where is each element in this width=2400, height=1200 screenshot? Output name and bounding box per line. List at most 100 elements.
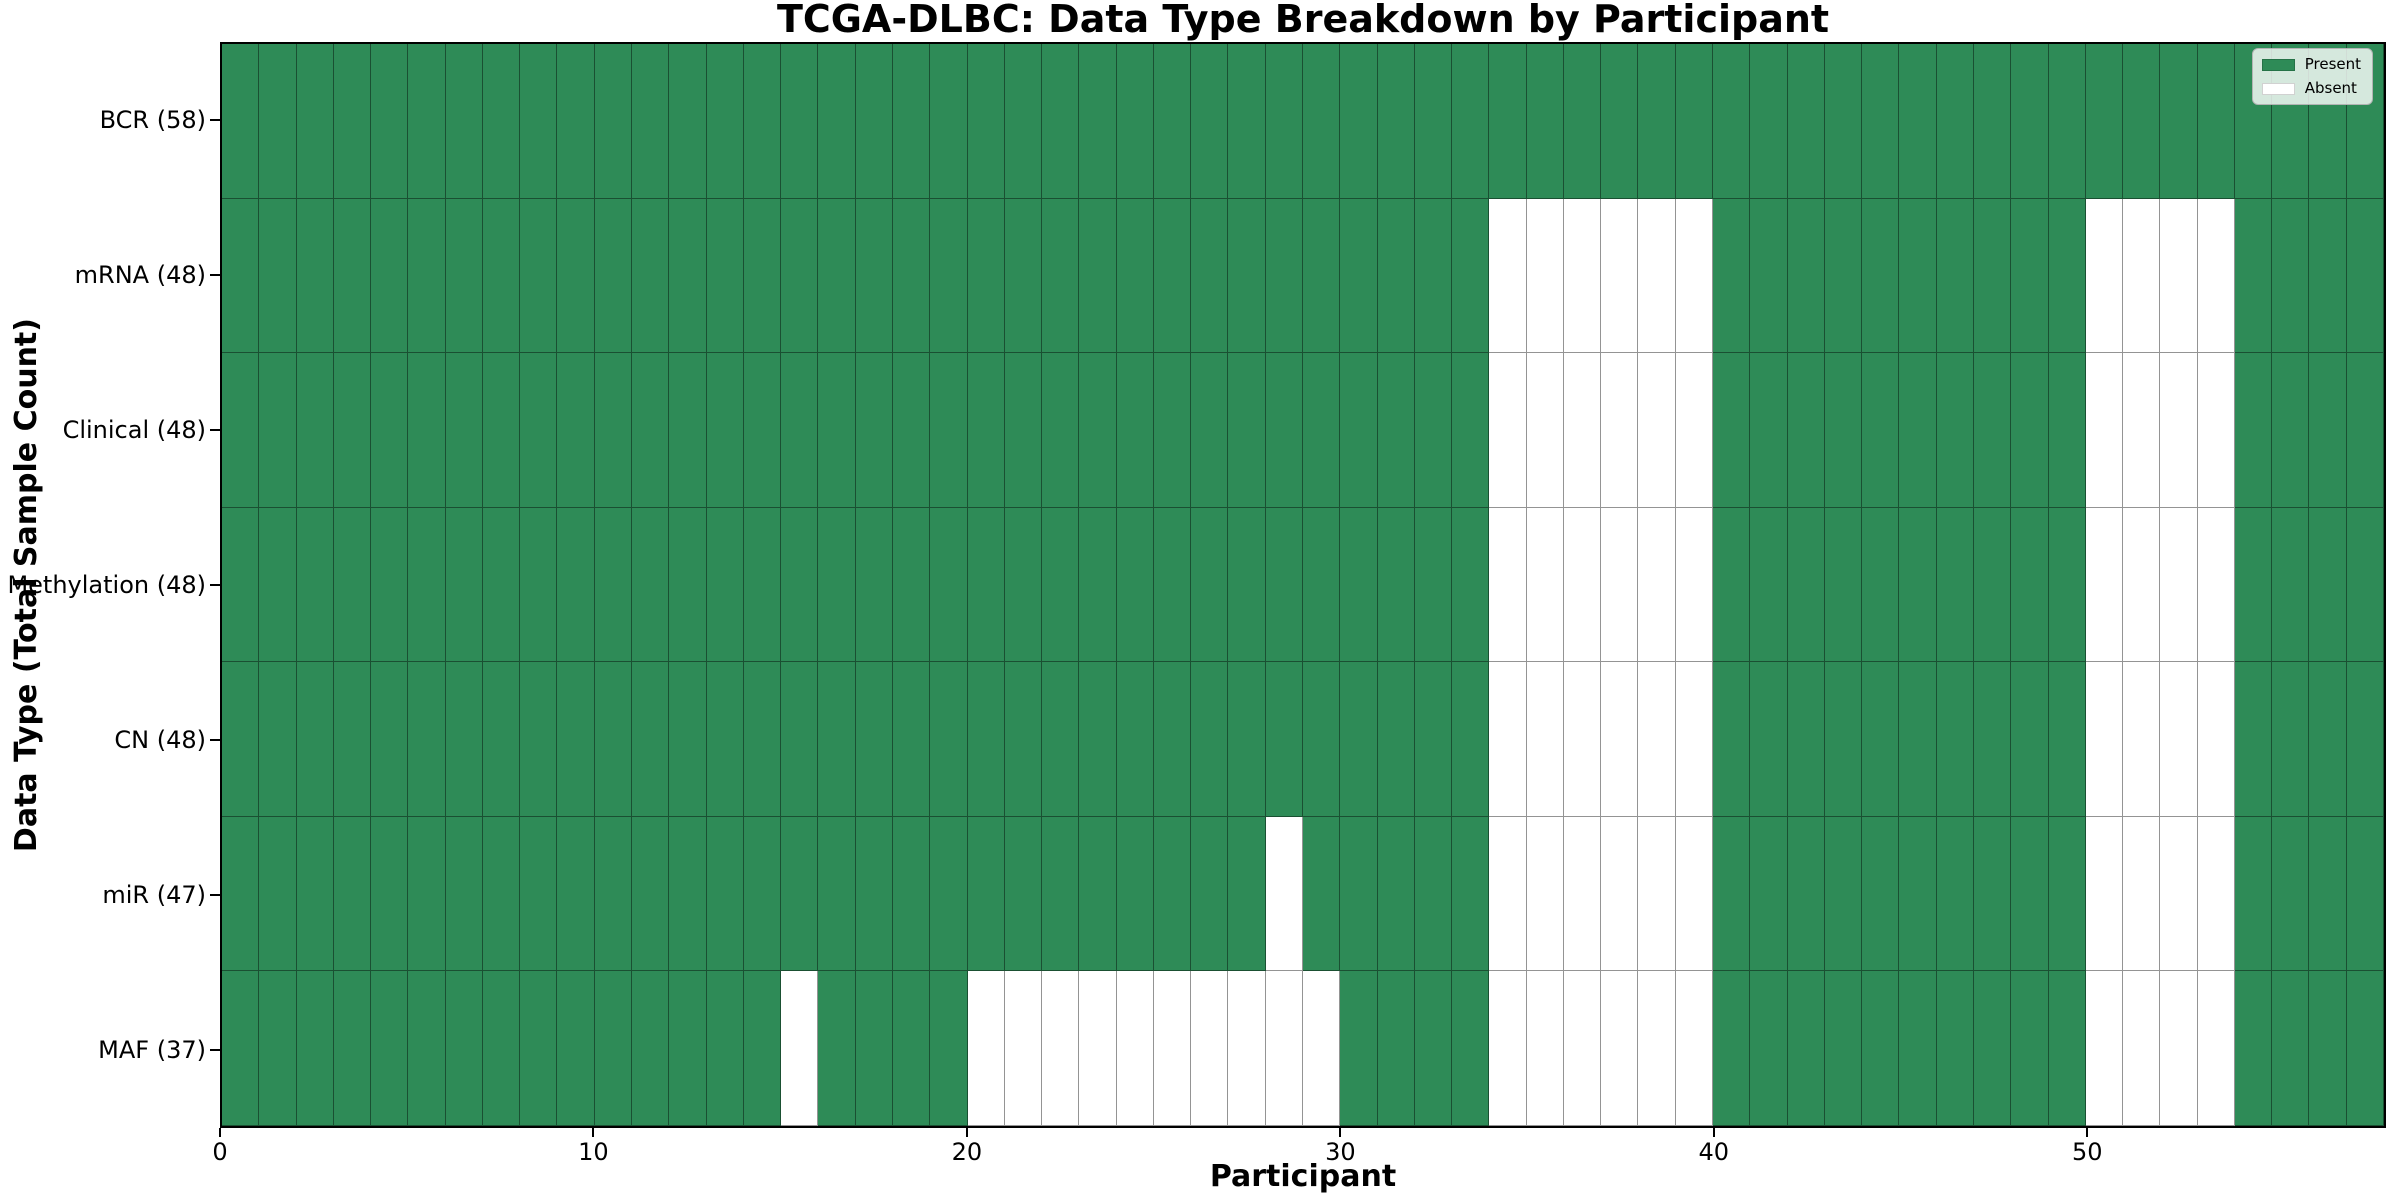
grid-cell [1004,44,1043,199]
grid-cell [669,971,707,1126]
grid-cell [818,971,856,1126]
grid-cell [1899,816,1937,972]
grid-cell [1153,662,1192,817]
grid-cell [1862,198,1900,354]
grid-cell [1191,44,1229,199]
legend: Present Absent [2251,48,2373,105]
grid-cell [1750,44,1788,199]
grid-cell [818,507,856,663]
grid-cell [1563,353,1602,508]
grid-cell [1265,353,1303,508]
grid-cell [482,507,521,663]
grid-cell [1340,353,1378,508]
grid-cell [1079,971,1117,1126]
grid-cell [1787,816,1825,972]
grid-cell [2272,507,2310,663]
grid-cell [818,44,856,199]
grid-cell [1750,198,1788,354]
grid-cell [408,662,446,817]
grid-cell [2272,198,2310,354]
grid-cell [1936,816,1974,972]
grid-cell [632,198,670,354]
grid-cell [1228,507,1266,663]
grid-cell [1303,816,1341,972]
grid-cell [1824,971,1863,1126]
grid-cell [2123,353,2161,508]
grid-cell [1191,353,1229,508]
y-tick-mark [210,428,220,431]
x-tick-label: 50 [2071,1138,2103,1166]
grid-cell [557,971,595,1126]
grid-cell [333,816,372,972]
grid-cell [1303,971,1341,1126]
grid-cell [1675,44,1714,199]
grid-cell [1824,816,1863,972]
x-tick-mark [1712,1128,1715,1137]
grid-cell [1675,662,1714,817]
grid-cell [2085,507,2124,663]
heatmap-grid [222,44,2384,1126]
grid-cell [1973,198,2012,354]
y-tick-label: MAF (37) [98,1036,206,1065]
grid-cell [557,662,595,817]
grid-cell [557,198,595,354]
grid-cell [632,353,670,508]
grid-cell [2272,971,2310,1126]
grid-cell [2123,816,2161,972]
legend-swatch-absent-icon [2261,82,2295,95]
grid-cell [2085,662,2124,817]
grid-cell [371,44,409,199]
grid-cell [2234,816,2273,972]
grid-cell [2197,44,2235,199]
grid-cell [632,816,670,972]
grid-cell [1936,662,1974,817]
grid-cell [2309,353,2347,508]
grid-cell [2123,971,2161,1126]
grid-cell [1452,816,1490,972]
grid-cell [892,662,931,817]
grid-cell [1936,198,1974,354]
grid-cell [2197,816,2235,972]
grid-cell [2048,507,2086,663]
grid-cell [669,198,707,354]
grid-cell [1787,44,1825,199]
grid-cell [333,44,372,199]
grid-cell [371,353,409,508]
grid-cell [1303,353,1341,508]
grid-cell [1079,507,1117,663]
grid-cell [1079,198,1117,354]
grid-cell [1265,971,1303,1126]
grid-cell [1191,816,1229,972]
grid-cell [333,198,372,354]
grid-cell [632,971,670,1126]
grid-cell [1489,353,1527,508]
grid-cell [1862,353,1900,508]
grid-cell [259,198,297,354]
x-tick-mark [2086,1128,2089,1137]
grid-cell [222,353,260,508]
grid-cell [594,198,633,354]
grid-cell [445,353,483,508]
grid-cell [855,44,893,199]
grid-cell [1004,198,1043,354]
grid-cell [930,507,968,663]
grid-cell [1004,816,1043,972]
grid-cell [1675,971,1714,1126]
grid-cell [2309,507,2347,663]
grid-cell [557,44,595,199]
grid-cell [333,507,372,663]
y-tick-mark [210,739,220,742]
grid-cell [2011,44,2049,199]
grid-cell [1377,507,1415,663]
grid-cell [1862,816,1900,972]
grid-cell [1638,971,1676,1126]
grid-cell [855,507,893,663]
grid-cell [892,44,931,199]
grid-cell [1750,662,1788,817]
grid-cell [892,198,931,354]
grid-cell [1377,353,1415,508]
grid-cell [296,971,334,1126]
grid-cell [1489,971,1527,1126]
grid-cell [408,971,446,1126]
grid-cell [1414,662,1453,817]
